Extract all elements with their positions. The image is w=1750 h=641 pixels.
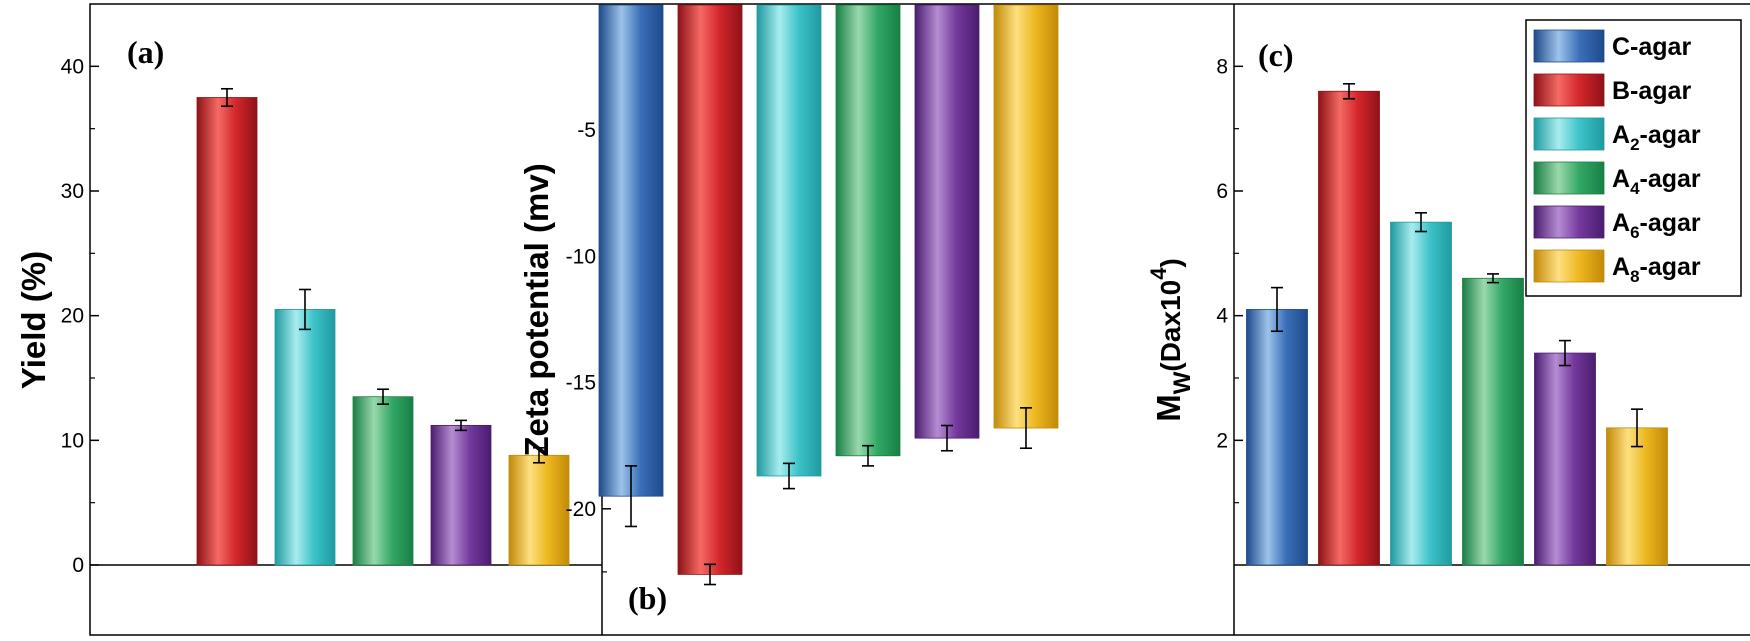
panel-a-chart: 0 10 20 30 40 xyxy=(61,55,602,577)
panel-c-ylabel-sup: 4 xyxy=(1146,267,1171,280)
bar-c-agar xyxy=(1246,309,1308,566)
legend-label-sub: 4 xyxy=(1630,179,1640,198)
y-tick-label: 8 xyxy=(1216,55,1228,78)
legend-swatch xyxy=(1533,117,1605,151)
bar-a2-agar xyxy=(756,4,822,477)
legend-label-main: A xyxy=(1612,165,1630,193)
legend-label-main: A xyxy=(1612,121,1630,149)
legend-label-sub: 2 xyxy=(1630,135,1639,154)
panel-b-chart: -5 -10 -15 -20 xyxy=(566,4,1059,586)
figure-frame xyxy=(89,3,1750,636)
y-tick-label: 6 xyxy=(1216,180,1228,203)
bar-a2-agar xyxy=(1390,221,1452,566)
y-tick-label: -15 xyxy=(566,372,596,395)
legend-label-rest: -agar xyxy=(1640,209,1701,237)
panel-c-ylabel-unit: (Dax10 xyxy=(1155,280,1186,372)
bar-a6-agar xyxy=(914,4,980,439)
y-tick-label: 10 xyxy=(61,429,84,452)
y-tick-label: 40 xyxy=(61,55,84,78)
bar-a4-agar xyxy=(835,4,901,457)
panel-c-label: (c) xyxy=(1258,37,1294,73)
legend-label-rest: -agar xyxy=(1640,253,1701,281)
y-tick-label: 20 xyxy=(61,305,84,328)
bar-a8-agar xyxy=(993,4,1059,429)
bar-b-agar xyxy=(677,4,743,575)
bar-a4-agar xyxy=(1462,277,1524,566)
legend-swatch xyxy=(1533,205,1605,239)
y-tick-label: 30 xyxy=(61,180,84,203)
legend-label-main: B-agar xyxy=(1612,77,1691,105)
legend-label: A4-agar xyxy=(1612,165,1701,198)
y-tick-label: 4 xyxy=(1216,305,1228,328)
legend-label-main: A xyxy=(1612,253,1630,281)
panel-c-ylabel: MW(Dax104) xyxy=(1146,258,1196,422)
bar-a8-agar xyxy=(1606,427,1668,566)
panel-b-label: (b) xyxy=(628,580,667,616)
legend-label: A2-agar xyxy=(1612,121,1701,154)
legend-swatch xyxy=(1533,161,1605,195)
legend-label-sub: 6 xyxy=(1630,223,1639,242)
legend-label-rest: -agar xyxy=(1640,165,1701,193)
bar-a2-agar xyxy=(274,309,336,566)
legend-label: C-agar xyxy=(1612,33,1691,61)
y-tick-label: -5 xyxy=(577,119,596,142)
y-tick-label: -20 xyxy=(566,498,596,521)
panel-a-label: (a) xyxy=(127,34,164,70)
bar-b-agar xyxy=(196,97,258,566)
legend-swatch xyxy=(1533,29,1605,63)
bar-c-agar xyxy=(598,4,664,497)
legend-swatch xyxy=(1533,73,1605,107)
bar-a6-agar xyxy=(430,424,492,566)
legend-label-sub: 8 xyxy=(1630,267,1639,286)
y-tick-label: 0 xyxy=(72,554,84,577)
legend-swatch xyxy=(1533,249,1605,283)
panel-a-ylabel: Yield (%) xyxy=(15,251,52,389)
legend-label-rest: -agar xyxy=(1640,121,1701,149)
panel-c-ylabel-close: ) xyxy=(1155,258,1186,267)
bar-a4-agar xyxy=(352,396,414,566)
panel-c-ylabel-main: M xyxy=(1150,394,1187,422)
bar-b-agar xyxy=(1318,90,1380,566)
bar-a8-agar xyxy=(508,454,570,566)
legend-label: B-agar xyxy=(1612,77,1691,105)
bar-a6-agar xyxy=(1534,352,1596,566)
legend-label: A6-agar xyxy=(1612,209,1701,242)
panel-b-ylabel: Zeta potential (mv) xyxy=(518,163,555,456)
legend-label-main: C-agar xyxy=(1612,33,1691,61)
y-tick-label: 2 xyxy=(1216,429,1228,452)
panel-c-chart: 2 4 6 8 xyxy=(1216,55,1750,566)
y-tick-label: -10 xyxy=(566,245,596,268)
panel-c-ylabel-sub: W xyxy=(1169,371,1196,394)
legend-label: A8-agar xyxy=(1612,253,1701,286)
legend-label-main: A xyxy=(1612,209,1630,237)
